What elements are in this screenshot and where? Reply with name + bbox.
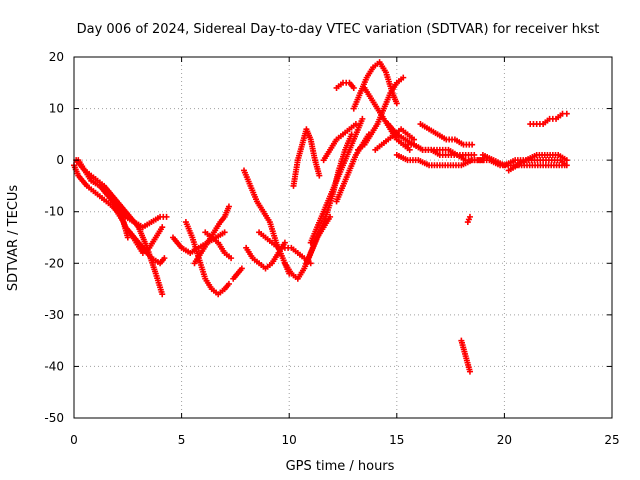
- data-point: [471, 151, 478, 158]
- series-track-e: [126, 224, 166, 256]
- data-point: [161, 255, 168, 262]
- y-axis-label: SDTVAR / TECUs: [6, 185, 21, 292]
- series-track-s: [333, 131, 372, 205]
- x-axis-ticks: 0 5 10 15 20 25: [70, 57, 620, 447]
- series-track-t: [333, 79, 357, 91]
- series-track-o: [290, 126, 323, 189]
- y-tick-label: -50: [44, 411, 64, 425]
- data-points: [71, 59, 570, 375]
- data-point: [225, 203, 232, 210]
- data-point: [563, 157, 570, 164]
- series-track-v: [355, 74, 407, 153]
- series-track-ab: [417, 121, 476, 148]
- series-track-ag: [505, 157, 570, 174]
- data-point: [124, 234, 131, 241]
- x-tick-label: 0: [70, 433, 78, 447]
- series-track-i: [202, 229, 235, 262]
- series-track-aa: [402, 141, 478, 158]
- data-point: [393, 100, 400, 107]
- data-point: [406, 146, 413, 153]
- x-tick-label: 20: [497, 433, 512, 447]
- data-point: [469, 141, 476, 148]
- chart-title: Day 006 of 2024, Sidereal Day-to-day VTE…: [77, 22, 600, 37]
- y-tick-label: -20: [44, 256, 64, 270]
- y-tick-label: 10: [49, 102, 64, 116]
- data-point: [466, 213, 473, 220]
- data-point: [159, 291, 166, 298]
- data-point: [400, 74, 407, 81]
- x-tick-label: 5: [178, 433, 186, 447]
- series-track-a: [71, 162, 131, 241]
- y-tick-label: -10: [44, 205, 64, 219]
- series-track-ah: [527, 110, 570, 128]
- x-tick-label: 25: [604, 433, 619, 447]
- data-point: [159, 224, 166, 231]
- series-track-ad: [464, 213, 473, 226]
- y-tick-label: 20: [49, 50, 64, 64]
- y-tick-label: -30: [44, 308, 64, 322]
- y-axis-ticks: 20 10 0 -10 -20 -30 -40 -50: [44, 50, 612, 425]
- data-point: [359, 115, 366, 122]
- series-track-k: [241, 167, 293, 277]
- plot-frame: [73, 56, 613, 419]
- data-point: [238, 265, 245, 272]
- series-track-q: [307, 115, 366, 246]
- x-tick-label: 10: [282, 433, 297, 447]
- data-point: [466, 368, 473, 375]
- series-track-j: [230, 265, 245, 282]
- data-point: [563, 110, 570, 117]
- data-point: [228, 255, 235, 262]
- data-point: [225, 280, 232, 287]
- y-tick-label: -40: [44, 359, 64, 373]
- data-point: [563, 162, 570, 169]
- data-point: [350, 84, 357, 91]
- data-point: [163, 213, 170, 220]
- series-track-r: [320, 121, 359, 164]
- series-track-ac: [458, 337, 473, 375]
- series-track-d: [114, 203, 170, 231]
- data-point: [411, 136, 418, 143]
- series-track-l: [243, 239, 288, 272]
- x-axis-label: GPS time / hours: [286, 459, 395, 474]
- data-point: [316, 172, 323, 179]
- y-tick-label: 0: [56, 153, 64, 167]
- data-point: [221, 229, 228, 236]
- data-point: [281, 239, 288, 246]
- data-point: [352, 121, 359, 128]
- x-tick-label: 15: [389, 433, 404, 447]
